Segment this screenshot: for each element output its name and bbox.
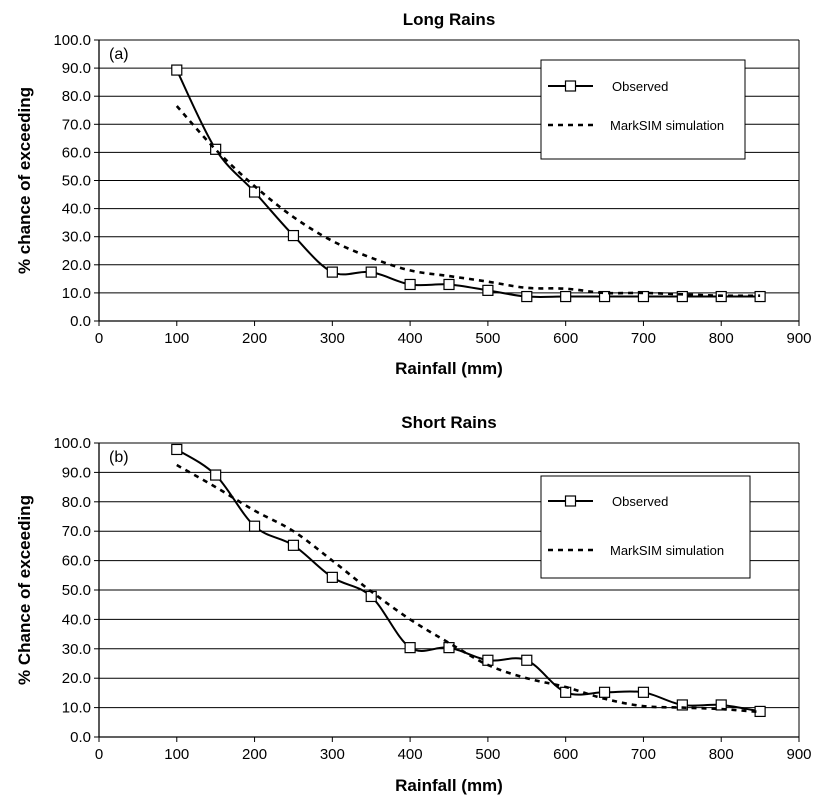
x-tick-label: 800: [709, 746, 734, 763]
observed-data-point: [248, 186, 261, 198]
observed-data-point: [482, 284, 494, 296]
observed-data-point: [560, 290, 572, 303]
x-tick-label: 100: [164, 746, 189, 763]
observed-data-point: [326, 266, 338, 278]
simulation-series-line: [176, 463, 761, 714]
panel-label: (b): [109, 449, 129, 466]
observed-data-point: [326, 571, 338, 583]
x-tick-label: 400: [398, 330, 423, 347]
x-tick-label: 0: [95, 330, 103, 347]
y-tick-label: 50.0: [62, 582, 91, 599]
x-tick-label: 900: [786, 746, 811, 763]
y-tick-label: 40.0: [62, 201, 91, 218]
simulation-series-line: [175, 105, 761, 298]
x-tick-label: 500: [475, 746, 500, 763]
observed-data-point: [521, 290, 533, 303]
y-tick-label: 70.0: [62, 116, 91, 133]
x-tick-label: 500: [475, 330, 500, 347]
legend: Observed MarkSIM simulation: [540, 475, 751, 579]
legend: Observed MarkSIM simulation: [540, 59, 746, 160]
chart-panel-1: Long Rains 0.0 10.0 20.0 30.0 40.0 50.0 60.0 70.…: [15, 10, 812, 378]
observed-data-point: [443, 278, 455, 291]
observed-data-point: [210, 469, 222, 481]
x-tick-label: 0: [95, 746, 103, 763]
y-tick-label: 80.0: [62, 88, 91, 105]
x-tick-label: 700: [631, 746, 656, 763]
observed-data-point: [598, 686, 611, 698]
x-tick-label: 600: [553, 746, 578, 763]
y-tick-label: 10.0: [62, 285, 91, 302]
x-tick-label: 700: [631, 330, 656, 347]
y-axis-label: % Chance of exceeding: [15, 495, 34, 685]
x-tick-label: 200: [242, 330, 267, 347]
observed-data-point: [365, 266, 377, 278]
y-tick-label: 80.0: [62, 494, 91, 511]
observed-data-point: [210, 143, 222, 155]
y-tick-label: 10.0: [62, 700, 91, 717]
y-tick-label: 90.0: [62, 60, 91, 77]
x-tick-label: 300: [320, 330, 345, 347]
chart-title: Short Rains: [401, 413, 496, 432]
chart-title: Long Rains: [403, 10, 496, 29]
observed-data-point: [287, 229, 300, 242]
y-tick-label: 30.0: [62, 641, 91, 658]
x-tick-label: 400: [398, 746, 423, 763]
y-tick-label: 40.0: [62, 611, 91, 628]
panel-label: (a): [109, 46, 129, 63]
y-tick-label: 60.0: [62, 553, 91, 570]
observed-data-point: [676, 290, 688, 303]
observed-data-point: [287, 539, 300, 551]
y-tick-label: 0.0: [70, 729, 91, 746]
y-tick-label: 100.0: [53, 32, 91, 49]
y-tick-label: 60.0: [62, 144, 91, 161]
x-tick-label: 900: [786, 330, 811, 347]
observed-data-point: [676, 699, 688, 711]
legend-label: MarkSIM simulation: [610, 543, 724, 558]
legend-box: [540, 59, 746, 160]
y-axis-label: % chance of exceeding: [15, 87, 34, 274]
y-tick-label: 50.0: [62, 173, 91, 190]
chart-panel-2: Short Rains 0.0 10.0 20.0 30.0 40.0 50.0 60.0 70…: [15, 413, 812, 795]
y-tick-label: 20.0: [62, 670, 91, 687]
x-tick-label: 600: [553, 330, 578, 347]
x-tick-label: 100: [164, 330, 189, 347]
observed-data-point: [715, 699, 727, 711]
x-tick-label: 800: [709, 330, 734, 347]
observed-data-point: [598, 290, 611, 303]
observed-data-point: [443, 642, 455, 654]
legend-label: Observed: [612, 79, 668, 94]
observed-data-point: [754, 705, 766, 718]
legend-label: Observed: [612, 494, 668, 509]
y-tick-label: 100.0: [53, 435, 91, 452]
observed-data-point: [637, 686, 650, 698]
y-tick-label: 20.0: [62, 257, 91, 274]
observed-data-point: [560, 686, 572, 698]
y-tick-label: 30.0: [62, 229, 91, 246]
observed-data-point: [521, 654, 533, 666]
observed-data-point: [171, 64, 183, 76]
observed-data-point: [248, 520, 261, 532]
x-axis-label: Rainfall (mm): [395, 359, 503, 378]
legend-marker: [564, 80, 577, 92]
observed-data-point: [404, 278, 416, 291]
x-tick-label: 200: [242, 746, 267, 763]
y-tick-label: 0.0: [70, 313, 91, 330]
y-tick-label: 70.0: [62, 523, 91, 540]
x-tick-label: 300: [320, 746, 345, 763]
legend-marker: [564, 495, 577, 507]
observed-data-point: [404, 642, 416, 654]
observed-series-line: [175, 69, 761, 299]
legend-box: [540, 475, 751, 579]
x-axis-label: Rainfall (mm): [395, 776, 503, 795]
legend-label: MarkSIM simulation: [610, 118, 724, 133]
observed-data-point: [171, 443, 183, 456]
observed-data-point: [637, 290, 650, 303]
y-tick-label: 90.0: [62, 464, 91, 481]
